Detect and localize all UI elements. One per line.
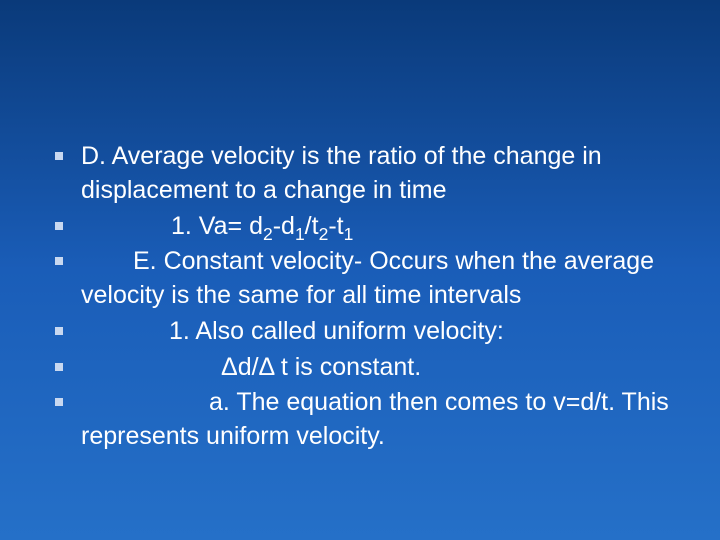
list-item: E. Constant velocity- Occurs when the av… bbox=[55, 245, 680, 313]
item-text: 1. Va= d2-d1/t2-t1 bbox=[81, 210, 353, 244]
list-item: D. Average velocity is the ratio of the … bbox=[55, 140, 680, 208]
list-item: Δd/Δ t is constant. bbox=[55, 351, 680, 385]
list-item: 1. Va= d2-d1/t2-t1 bbox=[55, 210, 680, 244]
item-text: 1. Also called uniform velocity: bbox=[81, 315, 504, 349]
square-bullet-icon bbox=[55, 257, 63, 265]
list-item: a. The equation then comes to v=d/t. Thi… bbox=[55, 386, 680, 454]
square-bullet-icon bbox=[55, 363, 63, 371]
square-bullet-icon bbox=[55, 152, 63, 160]
item-text: E. Constant velocity- Occurs when the av… bbox=[81, 245, 680, 313]
item-text: Δd/Δ t is constant. bbox=[81, 351, 421, 385]
square-bullet-icon bbox=[55, 327, 63, 335]
slide-body: D. Average velocity is the ratio of the … bbox=[0, 0, 720, 540]
item-text: D. Average velocity is the ratio of the … bbox=[81, 140, 680, 208]
square-bullet-icon bbox=[55, 398, 63, 406]
square-bullet-icon bbox=[55, 222, 63, 230]
list-item: 1. Also called uniform velocity: bbox=[55, 315, 680, 349]
item-text: a. The equation then comes to v=d/t. Thi… bbox=[81, 386, 680, 454]
bullet-list: D. Average velocity is the ratio of the … bbox=[55, 140, 680, 454]
